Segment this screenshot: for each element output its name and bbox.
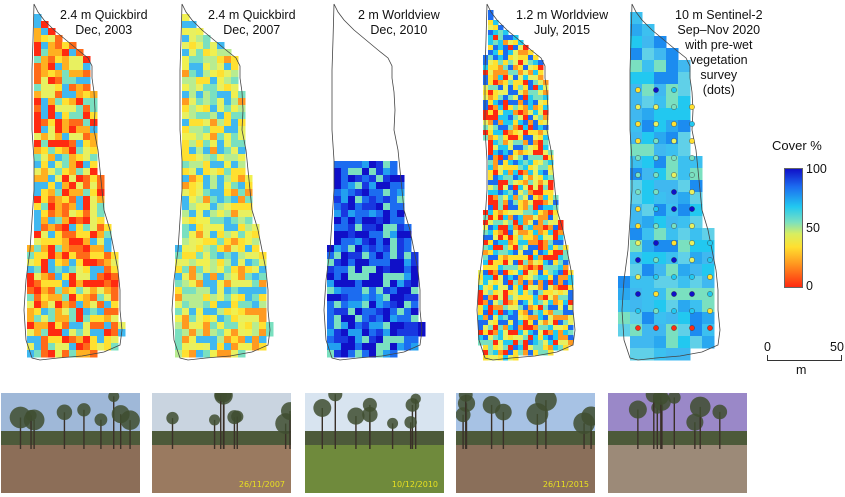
legend-tick-100: 100 (806, 162, 827, 176)
cover-map-2020 (618, 3, 721, 361)
photo-scene (608, 393, 747, 493)
cover-map-2003 (23, 3, 126, 361)
map-panel-2015: 1.2 m Worldview July, 2015 (453, 0, 608, 370)
field-boundary (476, 3, 576, 361)
panel-note: with pre-wet (685, 38, 753, 52)
ground-photo-2010: 10/12/2010 (305, 393, 444, 493)
photo-scene (305, 393, 444, 493)
scale-bar-unit: m (796, 363, 807, 377)
panel-label-2003: 2.4 m Quickbird Dec, 2003 (60, 8, 148, 38)
panel-date: July, 2015 (534, 23, 591, 37)
field-boundary (171, 3, 271, 361)
scale-bar-end: 50 (830, 340, 844, 354)
photo-date-stamp: 10/12/2010 (391, 480, 438, 489)
map-cells (175, 14, 274, 358)
ground-photo-2015: 26/11/2015 (456, 393, 595, 493)
panel-note: survey (700, 68, 738, 82)
panel-title: 2.4 m Quickbird (208, 8, 296, 22)
panel-title: 10 m Sentinel-2 (675, 8, 763, 22)
panel-date: Dec, 2007 (223, 23, 281, 37)
ground-photo-2020 (608, 393, 747, 493)
legend-colorbar (784, 168, 803, 288)
map-cells (27, 14, 126, 358)
scale-bar-start: 0 (764, 340, 771, 354)
map-panel-2003: 2.4 m Quickbird Dec, 2003 (0, 0, 150, 370)
legend-tick-50: 50 (806, 221, 820, 235)
photo-scene (456, 393, 595, 493)
map-panel-2010: 2 m Worldview Dec, 2010 (300, 0, 450, 370)
map-cells (618, 12, 715, 361)
survey-dots (635, 87, 713, 331)
map-cells (478, 10, 574, 361)
panel-label-2015: 1.2 m Worldview July, 2015 (516, 8, 608, 38)
panel-date: Dec, 2003 (75, 23, 133, 37)
panel-title: 2.4 m Quickbird (60, 8, 148, 22)
panel-label-2007: 2.4 m Quickbird Dec, 2007 (208, 8, 296, 38)
map-panel-2007: 2.4 m Quickbird Dec, 2007 (148, 0, 298, 370)
cover-map-2007 (171, 3, 274, 361)
scale-bar (767, 355, 842, 361)
ground-photo-2003 (1, 393, 140, 493)
map-panel-2020: 10 m Sentinel-2 Sep–Nov 2020 with pre-we… (598, 0, 763, 370)
panel-note: vegetation (689, 53, 748, 67)
legend-tick-0: 0 (806, 279, 813, 293)
map-cells (327, 161, 426, 358)
panel-label-2020: 10 m Sentinel-2 Sep–Nov 2020 with pre-we… (675, 8, 763, 98)
field-boundary (323, 3, 423, 361)
photo-date-stamp: 26/11/2015 (542, 480, 589, 489)
field-boundary (621, 3, 721, 361)
ground-photo-2007: 26/11/2007 (152, 393, 291, 493)
photo-scene (152, 393, 291, 493)
panel-title: 2 m Worldview (358, 8, 440, 22)
photo-date-stamp: 26/11/2007 (238, 480, 285, 489)
cover-map-2010 (323, 3, 426, 361)
panel-date: Dec, 2010 (370, 23, 428, 37)
panel-label-2010: 2 m Worldview Dec, 2010 (358, 8, 440, 38)
panel-title: 1.2 m Worldview (516, 8, 609, 22)
photo-scene (1, 393, 140, 493)
panel-note: (dots) (702, 83, 735, 97)
legend-title: Cover % (772, 138, 822, 153)
field-boundary (23, 3, 123, 361)
panel-date: Sep–Nov 2020 (677, 23, 761, 37)
cover-map-2015 (476, 3, 576, 361)
